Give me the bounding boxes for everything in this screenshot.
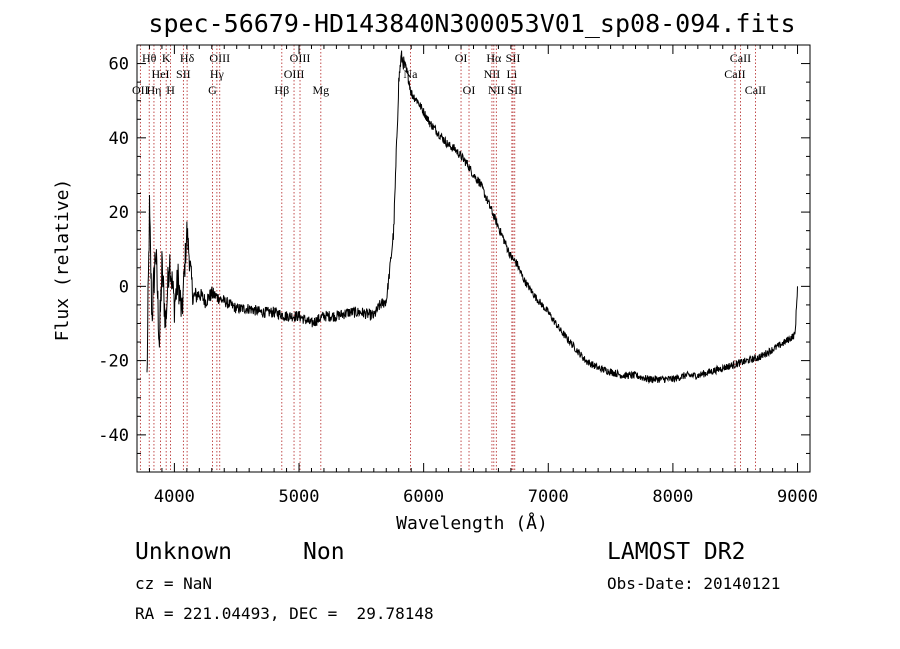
spectral-line-markers: OIIHθHηHeIKHSIIHδGHγOIIIHβOIIIOIIIMgNaOI… — [132, 45, 766, 472]
survey-name: LAMOST DR2 — [607, 539, 746, 565]
spectral-line-label: CaII — [745, 83, 766, 97]
y-tick-label: -40 — [98, 426, 129, 446]
y-tick-label: 40 — [109, 129, 129, 149]
spectral-line-label: Hη — [146, 83, 161, 97]
x-tick-label: 6000 — [403, 487, 444, 507]
y-tick-label: -20 — [98, 352, 129, 372]
object-class: Unknown — [135, 539, 232, 565]
spectral-line-label: G — [208, 83, 217, 97]
x-tick-label: 9000 — [777, 487, 818, 507]
spectral-line-label: SII — [176, 67, 191, 81]
spectrum-series — [146, 50, 798, 385]
spectral-line-label: OII — [132, 83, 149, 97]
x-axis-label: Wavelength (Å) — [396, 512, 548, 534]
redshift-cz: cz = NaN — [135, 574, 213, 593]
spectral-line-label: Hα — [486, 51, 502, 65]
spectral-line-label: OIII — [209, 51, 230, 65]
spectral-line-label: Hγ — [210, 67, 225, 81]
spectral-line-label: Mg — [312, 83, 329, 97]
object-subclass: Non — [303, 539, 345, 565]
spectral-line-label: NII — [488, 83, 505, 97]
y-axis: -40 -20 0 20 40 60 — [98, 44, 810, 473]
spectral-line-label: Hδ — [180, 51, 195, 65]
coordinates: RA = 221.04493, DEC = 29.78148 — [135, 604, 434, 623]
y-tick-label: 0 — [119, 277, 129, 297]
spectral-line-label: Li — [507, 67, 518, 81]
spectral-line-label: OI — [463, 83, 476, 97]
observation-date: Obs-Date: 20140121 — [607, 574, 781, 593]
x-tick-label: 8000 — [652, 487, 693, 507]
spectral-line-label: OI — [455, 51, 468, 65]
spectral-line-label: HeI — [152, 67, 170, 81]
plot-frame — [136, 44, 811, 473]
spectral-line-label: K — [162, 51, 171, 65]
x-tick-label: 4000 — [154, 487, 195, 507]
spectral-line-label: OIII — [284, 67, 305, 81]
spectral-line-label: NII — [484, 67, 501, 81]
chart-title: spec-56679-HD143840N300053V01_sp08-094.f… — [148, 9, 795, 38]
spectral-line-label: SII — [507, 83, 522, 97]
spectrum-line — [146, 50, 798, 385]
spectral-line-label: Na — [403, 67, 418, 81]
spectral-line-label: H — [166, 83, 175, 97]
y-tick-label: 60 — [109, 55, 129, 75]
spectral-line-label: CaII — [730, 51, 751, 65]
spectral-line-label: OIII — [290, 51, 311, 65]
x-tick-label: 5000 — [279, 487, 320, 507]
spectral-line-label: Hθ — [142, 51, 157, 65]
spectral-line-label: SII — [506, 51, 521, 65]
spectral-line-label: Hβ — [274, 83, 289, 97]
x-tick-label: 7000 — [528, 487, 569, 507]
y-axis-label: Flux (relative) — [52, 179, 73, 342]
y-tick-label: 20 — [109, 203, 129, 223]
spectral-line-label: CaII — [724, 67, 745, 81]
x-axis: 4000 5000 6000 7000 8000 9000 — [136, 45, 818, 507]
